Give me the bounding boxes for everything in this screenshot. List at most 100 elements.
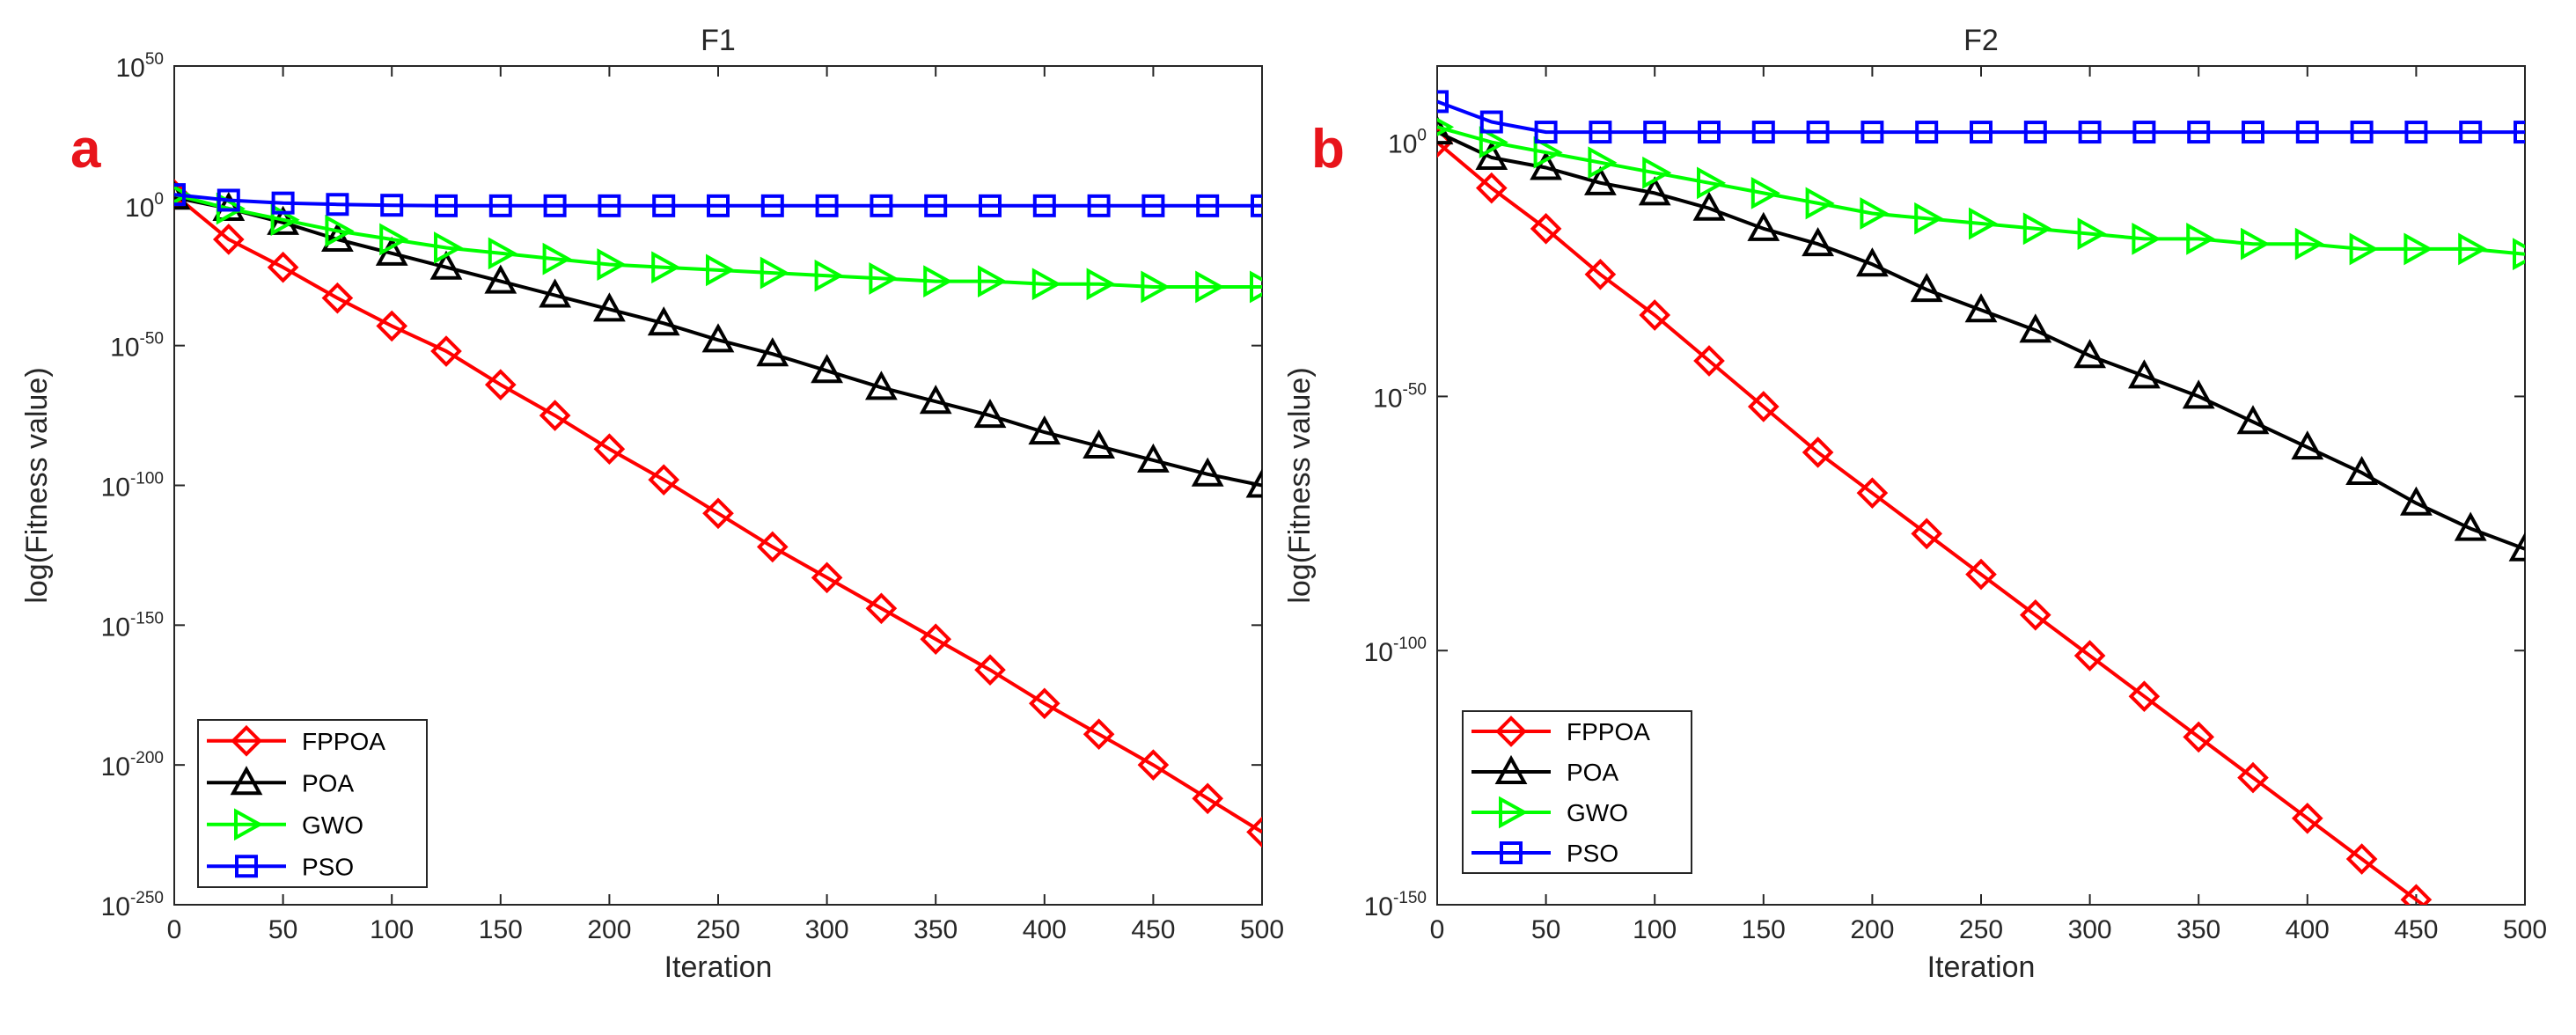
x-tick-label: 500 xyxy=(1240,915,1284,944)
y-tick-label: 10-100 xyxy=(1364,635,1427,667)
data-point-gwo xyxy=(1914,202,1944,235)
legend-item-gwo: GWO xyxy=(1471,796,1628,829)
data-point-fppoa xyxy=(2457,927,2484,953)
y-tick-label: 10-100 xyxy=(101,470,164,503)
x-tick-label: 250 xyxy=(1959,915,2003,944)
data-point-pso xyxy=(2078,121,2102,144)
series-line-gwo xyxy=(174,193,1262,289)
x-tick-label: 400 xyxy=(2286,915,2330,944)
data-point-fppoa xyxy=(1083,718,1115,751)
data-point-pso xyxy=(2295,121,2319,144)
data-point-pso xyxy=(2459,121,2483,144)
data-point-pso xyxy=(598,194,621,217)
data-point-gwo xyxy=(1588,146,1618,180)
legend-label: GWO xyxy=(1567,799,1628,826)
data-point-pso xyxy=(1032,194,1056,217)
x-tick-label: 300 xyxy=(2068,915,2112,944)
series-line-poa xyxy=(174,195,1262,488)
x-tick-label: 400 xyxy=(1023,915,1067,944)
data-point-gwo xyxy=(1750,176,1780,209)
data-point-pso xyxy=(1087,194,1111,217)
panel-letter: b xyxy=(1311,119,1345,180)
data-point-poa xyxy=(811,354,843,384)
series-pso xyxy=(174,183,1262,217)
data-point-pso xyxy=(1437,90,1449,114)
data-point-fppoa xyxy=(2128,680,2161,713)
data-point-pso xyxy=(815,194,839,217)
data-point-gwo xyxy=(706,253,736,287)
data-point-fppoa xyxy=(1530,212,1562,245)
x-tick-label: 200 xyxy=(587,915,631,944)
data-point-gwo xyxy=(760,256,789,290)
data-point-poa xyxy=(429,250,463,280)
data-point-gwo xyxy=(978,265,1008,298)
x-tick-label: 250 xyxy=(696,915,740,944)
data-point-fppoa xyxy=(1028,687,1060,720)
data-point-pso xyxy=(1479,110,1503,134)
legend-item-fppoa: FPPOA xyxy=(1471,716,1650,747)
data-point-pso xyxy=(1643,121,1667,144)
data-point-poa xyxy=(321,222,354,252)
x-tick-label: 350 xyxy=(2176,915,2220,944)
data-point-gwo xyxy=(2458,232,2488,266)
data-point-fppoa xyxy=(865,592,898,625)
data-point-fppoa xyxy=(1246,816,1262,848)
data-point-pso xyxy=(979,194,1002,217)
x-tick-label: 100 xyxy=(370,915,414,944)
data-point-pso xyxy=(870,194,893,217)
data-point-poa xyxy=(756,337,789,367)
data-point-fppoa xyxy=(811,562,843,594)
series-poa xyxy=(174,180,1262,498)
y-tick-label: 10-150 xyxy=(101,609,164,642)
data-point-fppoa xyxy=(430,335,462,367)
data-point-poa xyxy=(2236,405,2270,435)
data-point-pso xyxy=(2132,121,2156,144)
data-point-pso xyxy=(2187,121,2211,144)
series-line-gwo xyxy=(1437,125,2525,256)
data-point-gwo xyxy=(379,223,409,256)
legend: FPPOA POA GWO PSO xyxy=(197,719,428,888)
legend-marker xyxy=(1494,754,1528,784)
data-point-fppoa xyxy=(2345,843,2378,875)
legend: FPPOA POA GWO PSO xyxy=(1462,710,1692,874)
series-line-pso xyxy=(174,193,1262,208)
data-point-poa xyxy=(1856,247,1889,277)
data-point-gwo xyxy=(2404,232,2433,266)
legend-label: PSO xyxy=(302,853,354,880)
data-point-pso xyxy=(1860,121,1884,144)
data-point-gwo xyxy=(488,237,517,270)
data-point-fppoa xyxy=(2400,884,2433,905)
data-point-poa xyxy=(973,398,1007,429)
data-point-pso xyxy=(1698,121,1721,144)
data-point-gwo xyxy=(1141,270,1171,304)
data-point-fppoa xyxy=(2183,721,2215,753)
series-poa xyxy=(1437,114,2525,562)
legend-label: FPPOA xyxy=(1567,718,1650,745)
x-axis-label: Iteration xyxy=(664,951,773,984)
data-point-pso xyxy=(2023,121,2047,144)
data-point-pso xyxy=(174,183,186,207)
data-point-poa xyxy=(2019,313,2052,343)
data-point-poa xyxy=(2182,379,2215,409)
data-point-pso xyxy=(1141,194,1165,217)
legend-marker xyxy=(231,724,262,757)
data-point-pso xyxy=(2242,121,2264,144)
data-point-fppoa xyxy=(2512,958,2538,984)
data-point-fppoa xyxy=(1192,782,1224,815)
data-point-pso xyxy=(707,194,730,217)
chart-title: F2 xyxy=(1963,24,1999,57)
data-point-gwo xyxy=(174,185,192,204)
data-point-poa xyxy=(701,323,735,353)
data-point-gwo xyxy=(814,259,844,292)
data-point-fppoa xyxy=(376,310,408,342)
data-point-poa xyxy=(2400,486,2433,516)
data-point-gwo xyxy=(1533,136,1563,169)
x-tick-label: 100 xyxy=(1633,915,1677,944)
data-point-poa xyxy=(484,264,517,294)
data-point-fppoa xyxy=(1693,345,1725,377)
data-point-fppoa xyxy=(756,531,789,563)
data-point-pso xyxy=(2514,121,2525,144)
data-point-poa xyxy=(1802,227,1834,257)
data-point-fppoa xyxy=(1856,477,1889,509)
data-point-gwo xyxy=(325,215,355,247)
